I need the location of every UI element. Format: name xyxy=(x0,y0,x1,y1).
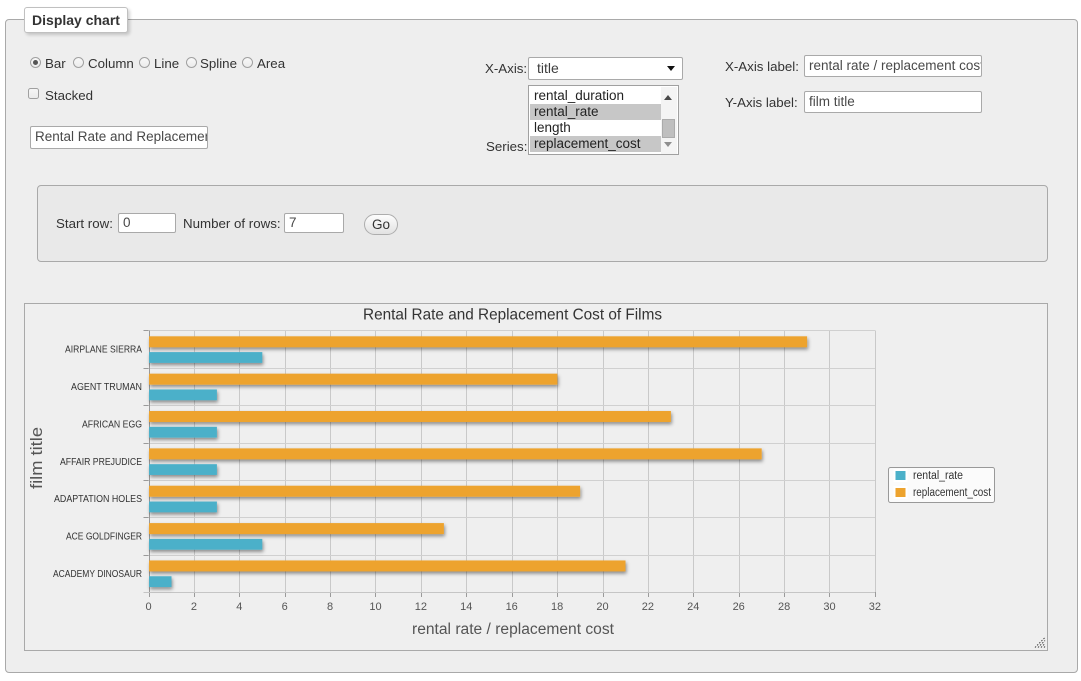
svg-text:Rental Rate and Replacement Co: Rental Rate and Replacement Cost of Film… xyxy=(363,307,662,324)
svg-text:24: 24 xyxy=(687,601,699,613)
svg-text:ACADEMY DINOSAUR: ACADEMY DINOSAUR xyxy=(53,568,142,580)
svg-text:28: 28 xyxy=(778,601,790,613)
svg-text:ADAPTATION HOLES: ADAPTATION HOLES xyxy=(54,493,142,505)
svg-text:22: 22 xyxy=(642,601,654,613)
svg-text:0: 0 xyxy=(145,601,151,613)
svg-text:film title: film title xyxy=(28,427,46,489)
svg-text:26: 26 xyxy=(733,601,745,613)
svg-text:rental_rate: rental_rate xyxy=(913,470,963,482)
svg-text:18: 18 xyxy=(551,601,563,613)
svg-text:replacement_cost: replacement_cost xyxy=(913,487,992,499)
svg-text:30: 30 xyxy=(823,601,835,613)
svg-text:12: 12 xyxy=(415,601,427,613)
svg-text:2: 2 xyxy=(191,601,197,613)
svg-text:AGENT TRUMAN: AGENT TRUMAN xyxy=(71,381,142,393)
svg-text:rental rate / replacement cost: rental rate / replacement cost xyxy=(412,621,615,638)
svg-text:20: 20 xyxy=(596,601,608,613)
svg-text:10: 10 xyxy=(369,601,381,613)
svg-text:AFFAIR PREJUDICE: AFFAIR PREJUDICE xyxy=(60,456,142,468)
svg-text:6: 6 xyxy=(282,601,288,613)
svg-text:ACE GOLDFINGER: ACE GOLDFINGER xyxy=(66,531,142,543)
svg-text:8: 8 xyxy=(327,601,333,613)
svg-text:AFRICAN EGG: AFRICAN EGG xyxy=(82,418,142,430)
svg-text:16: 16 xyxy=(506,601,518,613)
svg-text:4: 4 xyxy=(236,601,242,613)
svg-text:14: 14 xyxy=(460,601,472,613)
svg-text:AIRPLANE SIERRA: AIRPLANE SIERRA xyxy=(65,344,142,356)
svg-text:32: 32 xyxy=(869,601,881,613)
